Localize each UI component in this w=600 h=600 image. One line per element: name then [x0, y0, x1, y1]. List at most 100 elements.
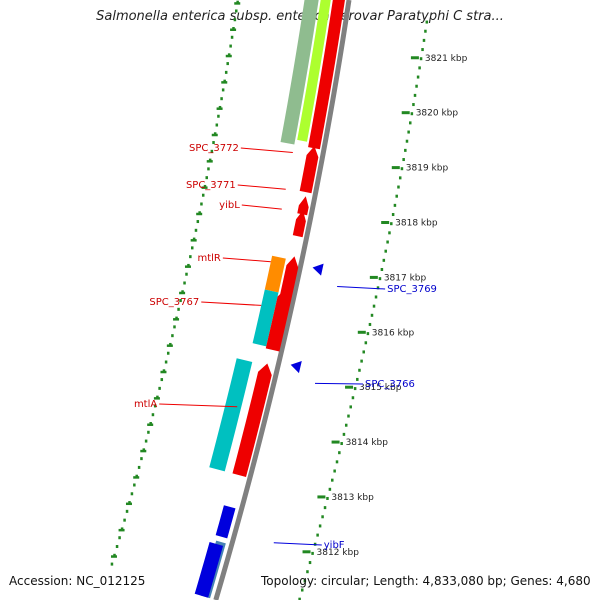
ring-dot-left: [123, 518, 126, 522]
ring-dot-left: [201, 193, 205, 197]
ring-dot-right: [376, 286, 380, 290]
ring-dot-right: [362, 350, 365, 354]
ring-dot-left: [205, 176, 208, 180]
ring-dash-left: [201, 186, 208, 189]
gene-arrow-yibF-lower: [194, 542, 224, 598]
ring-dash-left: [140, 449, 147, 453]
ring-dot-right: [393, 203, 397, 207]
ring-dash-left: [125, 502, 132, 506]
ring-dash-left: [190, 239, 197, 242]
ring-dot-left: [226, 62, 229, 66]
gene-label-fwd: SPC_3771: [186, 180, 236, 191]
tick-label: 3820 kbp: [416, 109, 459, 119]
ring-dot-right: [318, 524, 322, 528]
ring-dot-left: [160, 378, 164, 382]
tick-label: 3821 kbp: [425, 54, 468, 64]
ring-dot-right: [425, 20, 429, 24]
ring-dot-left: [133, 483, 136, 487]
ring-dot-right: [351, 396, 355, 400]
ring-dot-right: [412, 103, 415, 107]
cyan-feature-track-1: [252, 289, 279, 347]
ring-dot-right: [397, 185, 400, 189]
ring-dot-right: [370, 313, 374, 317]
gene-arrow-SPC_3769: [312, 263, 324, 276]
ring-dot-right: [413, 93, 417, 97]
tick-mark: [381, 221, 390, 225]
ring-dot-left: [212, 141, 215, 145]
ring-dot-right: [422, 38, 426, 42]
tick-label: 3813 kbp: [331, 493, 374, 503]
ring-dot-left: [171, 334, 174, 338]
ring-dot-right: [335, 460, 339, 464]
ring-dash-left: [184, 265, 191, 268]
ring-dash-left: [234, 2, 241, 5]
summary-text: Topology: circular; Length: 4,833,080 bp…: [261, 574, 591, 588]
ring-dot-left: [200, 202, 203, 206]
ring-dot-right: [358, 368, 361, 372]
ring-dot-right: [364, 341, 368, 345]
orange-feature-track: [264, 255, 286, 293]
gene-arrow-mtlA: [232, 363, 272, 477]
ring-dash-left: [110, 555, 117, 558]
ring-dot-left: [115, 545, 119, 549]
gene-label-rev: SPC_3766: [365, 379, 415, 390]
ring-dash-left: [160, 370, 167, 374]
gene-label-rev: SPC_3769: [387, 284, 437, 295]
ring-dot-left: [173, 325, 176, 329]
ring-dash-left: [196, 212, 203, 216]
ring-dot-right: [378, 277, 382, 281]
ring-dot-right: [380, 267, 384, 271]
gene-arrow-large-top: [308, 0, 345, 150]
ring-dot-left: [130, 492, 134, 496]
ring-dot-right: [398, 176, 402, 180]
ring-dot-right: [424, 29, 427, 33]
ring-dot-left: [125, 509, 129, 513]
ring-dot-left: [229, 44, 232, 48]
ring-dot-left: [230, 35, 234, 39]
gene-label-rev: yibF: [324, 540, 345, 551]
ring-dot-right: [405, 139, 409, 143]
ring-dot-right: [391, 213, 395, 217]
ring-dot-right: [415, 84, 418, 88]
ring-dot-right: [308, 561, 312, 565]
ring-dash-left: [153, 397, 160, 400]
ring-dot-right: [402, 158, 405, 162]
ring-dot-left: [190, 246, 194, 250]
ring-dot-left: [194, 228, 198, 232]
lime-feature-track: [297, 0, 331, 142]
ring-dot-right: [386, 240, 389, 244]
gene-label-fwd: SPC_3767: [149, 297, 199, 308]
tick-mark: [317, 495, 326, 499]
ring-dash-left: [216, 107, 223, 110]
ring-dot-right: [384, 249, 387, 253]
ring-dot-left: [215, 123, 219, 127]
ring-dot-left: [164, 360, 168, 364]
ring-dot-left: [233, 18, 237, 22]
ring-dash-left: [225, 54, 232, 58]
leader-line-rev: [337, 285, 386, 290]
ring-dot-right: [321, 515, 324, 519]
ring-dot-left: [189, 255, 192, 259]
ring-dot-left: [217, 114, 220, 118]
ring-dot-right: [395, 194, 398, 198]
ring-dot-left: [147, 430, 150, 434]
ring-dot-left: [207, 167, 210, 171]
leader-line-rev: [273, 542, 322, 546]
ring-dot-right: [368, 322, 372, 326]
ring-dash-left: [211, 133, 218, 137]
tick-label: 3816 kbp: [372, 328, 415, 338]
ring-dot-right: [342, 432, 346, 436]
ring-dot-right: [338, 451, 341, 455]
ring-dash-left: [221, 81, 228, 84]
leader-line-rev: [315, 382, 364, 385]
tick-mark: [345, 385, 354, 389]
ring-dot-left: [183, 281, 186, 285]
ring-dot-left: [144, 439, 148, 443]
gene-arrow-SPC_3767: [265, 288, 292, 352]
ring-dot-right: [421, 48, 424, 52]
leader-line-fwd: [159, 403, 238, 408]
ring-dot-left: [137, 465, 141, 469]
ring-dot-left: [210, 149, 214, 153]
ring-dot-left: [151, 413, 155, 417]
